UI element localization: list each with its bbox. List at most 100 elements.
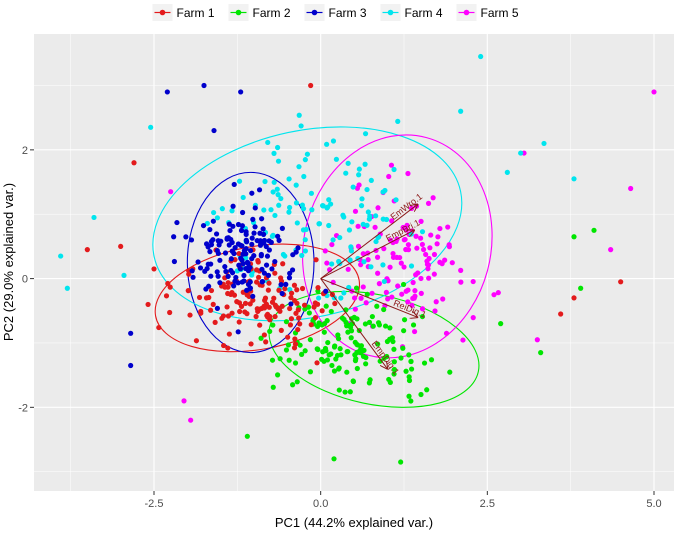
point-farm-4: [338, 295, 344, 301]
point-farm-3: [189, 268, 195, 274]
point-farm-2: [384, 338, 391, 345]
point-farm-4: [337, 234, 343, 241]
point-farm-3: [238, 227, 245, 234]
point-farm-1: [312, 314, 319, 321]
point-farm-1: [295, 326, 301, 333]
point-farm-1: [212, 319, 218, 325]
point-farm-3: [235, 241, 242, 247]
point-farm-1: [285, 334, 291, 340]
point-farm-5: [415, 270, 421, 276]
point-farm-1: [151, 266, 157, 272]
point-farm-2: [401, 317, 408, 323]
point-farm-3: [252, 205, 258, 211]
point-farm-5: [395, 283, 401, 289]
point-farm-4: [240, 194, 246, 201]
point-farm-1: [315, 301, 321, 307]
point-farm-3: [235, 221, 242, 228]
point-farm-4: [362, 161, 368, 167]
point-farm-1: [145, 301, 151, 308]
point-farm-1: [279, 303, 285, 309]
point-farm-4: [326, 197, 332, 203]
point-farm-1: [288, 295, 294, 301]
point-farm-3: [269, 266, 275, 272]
point-farm-1: [319, 308, 325, 314]
point-farm-2: [283, 319, 290, 325]
point-farm-1: [266, 280, 272, 286]
point-farm-4: [380, 262, 386, 268]
point-farm-1: [253, 313, 259, 320]
point-farm-3: [249, 190, 255, 196]
point-farm-2: [571, 234, 577, 240]
point-farm-4: [148, 124, 154, 130]
point-farm-5: [405, 242, 412, 248]
point-farm-2: [335, 332, 341, 338]
point-farm-4: [268, 207, 274, 213]
point-farm-1: [225, 313, 232, 319]
point-farm-2: [424, 387, 430, 393]
point-farm-4: [330, 237, 336, 243]
point-farm-4: [308, 190, 315, 196]
point-farm-3: [239, 209, 246, 216]
point-farm-5: [414, 245, 420, 251]
point-farm-2: [387, 325, 393, 331]
point-farm-2: [408, 398, 414, 404]
point-farm-5: [433, 299, 439, 305]
y-tick-label: -2: [18, 402, 28, 414]
point-farm-4: [361, 259, 367, 265]
y-tick-label: 2: [22, 145, 28, 157]
point-farm-4: [229, 208, 235, 214]
point-farm-1: [257, 322, 263, 328]
point-farm-5: [491, 292, 497, 298]
point-farm-4: [296, 112, 302, 118]
point-farm-5: [352, 208, 359, 214]
point-farm-3: [208, 261, 214, 267]
point-farm-2: [325, 339, 331, 346]
point-farm-2: [329, 362, 335, 369]
point-farm-5: [608, 247, 614, 253]
point-farm-1: [224, 304, 230, 310]
point-farm-2: [283, 347, 290, 353]
point-farm-3: [208, 238, 215, 245]
point-farm-3: [213, 231, 220, 237]
point-farm-5: [376, 281, 382, 287]
point-farm-3: [240, 251, 246, 257]
point-farm-3: [214, 247, 220, 254]
point-farm-3: [259, 279, 265, 285]
point-farm-3: [241, 278, 247, 284]
point-farm-5: [427, 245, 433, 251]
point-farm-3: [228, 256, 234, 262]
point-farm-2: [391, 346, 397, 352]
point-farm-3: [276, 237, 282, 243]
point-farm-3: [265, 272, 272, 278]
point-farm-4: [296, 164, 302, 170]
point-farm-1: [254, 279, 260, 285]
point-farm-3: [238, 89, 244, 95]
point-farm-2: [419, 313, 426, 320]
point-farm-1: [234, 299, 240, 305]
point-farm-5: [458, 267, 464, 273]
point-farm-1: [244, 311, 250, 317]
point-farm-3: [214, 305, 221, 311]
point-farm-1: [250, 297, 256, 303]
point-farm-1: [237, 308, 243, 315]
point-farm-5: [181, 398, 187, 404]
point-farm-1: [210, 301, 216, 307]
point-farm-5: [534, 337, 540, 343]
point-farm-3: [197, 265, 204, 271]
point-farm-5: [425, 266, 431, 272]
point-farm-1: [222, 284, 228, 290]
point-farm-2: [342, 389, 348, 395]
point-farm-1: [196, 294, 203, 301]
point-farm-3: [279, 290, 285, 297]
point-farm-2: [398, 355, 404, 361]
point-farm-2: [323, 303, 329, 309]
point-farm-4: [345, 160, 351, 166]
point-farm-2: [348, 335, 354, 341]
legend-item-farm-5: Farm 5: [456, 4, 519, 21]
point-farm-4: [368, 264, 374, 270]
point-farm-1: [198, 310, 204, 316]
point-farm-2: [315, 346, 321, 353]
point-farm-2: [366, 319, 373, 325]
point-farm-4: [286, 209, 292, 215]
point-farm-3: [266, 247, 272, 253]
